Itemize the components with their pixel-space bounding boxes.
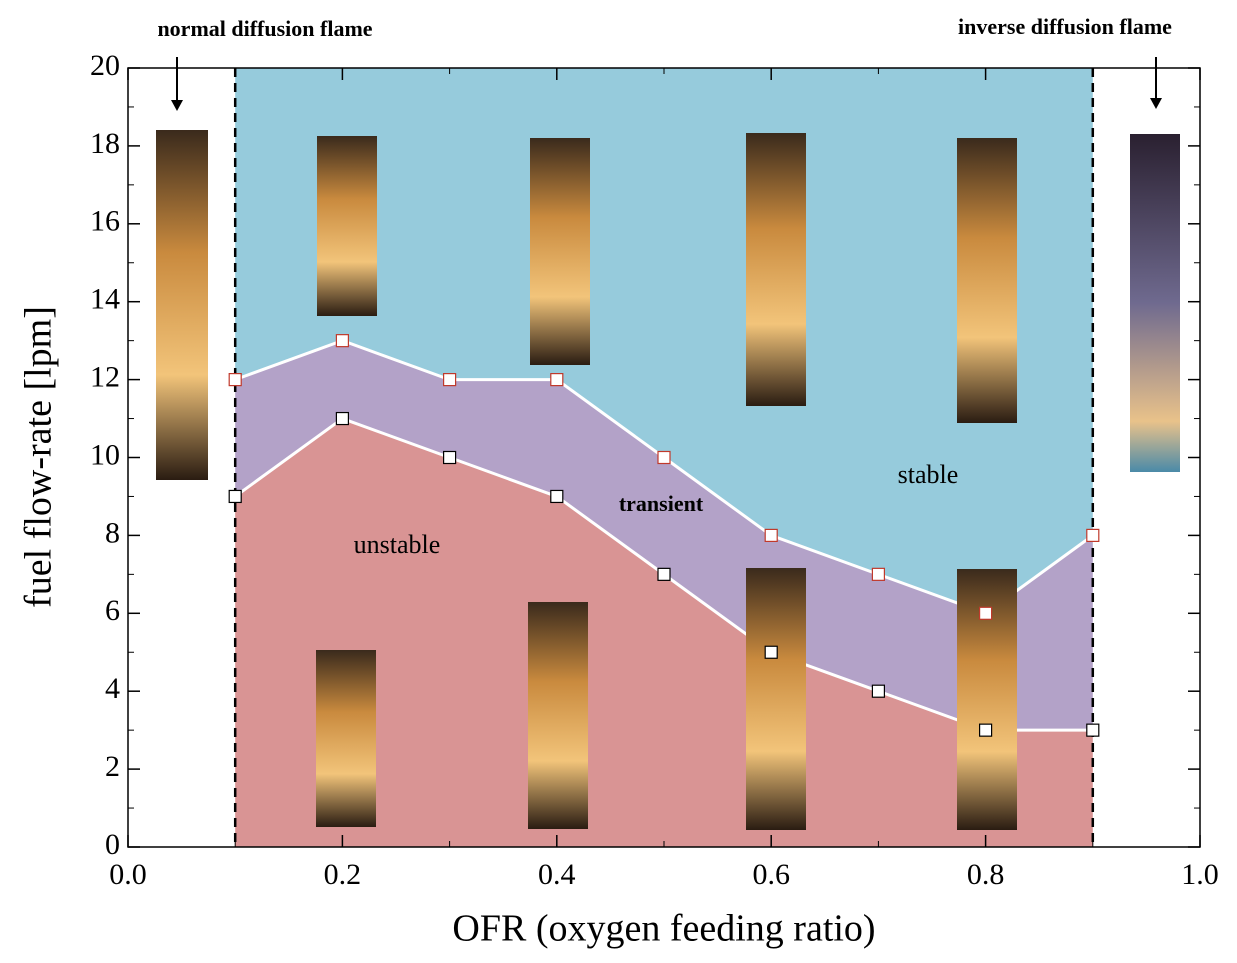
arrow-head: [171, 100, 183, 111]
y-tick-label: 8: [105, 516, 120, 549]
region-label: transient: [619, 491, 704, 516]
marker: [764, 528, 778, 543]
marker: [657, 567, 671, 581]
y-axis-label: fuel flow-rate [lpm]: [18, 306, 60, 608]
arrow-head: [1150, 98, 1162, 109]
photo: [957, 138, 1017, 423]
marker: [550, 373, 564, 387]
photo: [530, 138, 590, 365]
y-tick-label: 10: [90, 438, 120, 471]
region-fill: [235, 418, 1093, 847]
y-tick-label: 0: [105, 828, 120, 861]
axes: 0.0 0.2 0.4 0.6 0.8 1.0 0 2 4 6 8 10 12 14 16 18 20: [90, 49, 1219, 891]
x-tick-label: 0.6: [752, 858, 790, 891]
marker: [228, 373, 242, 387]
x-tick-label: 0.4: [538, 858, 576, 891]
x-tick-label: 0.8: [967, 858, 1005, 891]
photo: [746, 568, 806, 830]
photo: [528, 602, 588, 829]
marker: [550, 489, 564, 504]
marker: [335, 411, 349, 426]
marker: [978, 723, 993, 737]
y-tick-label: 20: [90, 49, 120, 82]
marker: [228, 489, 242, 504]
marker: [1086, 528, 1100, 543]
marker: [764, 645, 778, 659]
flame-photos: [156, 130, 1180, 830]
marker: [1086, 723, 1100, 737]
annotation: normal diffusion flame: [157, 16, 372, 41]
y-tick-label: 16: [90, 205, 120, 238]
marker: [871, 684, 886, 698]
region-label: stable: [898, 460, 959, 489]
annotation: inverse diffusion flame: [958, 14, 1172, 39]
marker: [871, 567, 886, 581]
y-tick-label: 2: [105, 750, 120, 783]
annotations: normal diffusion flame inverse diffusion…: [157, 14, 1172, 559]
photo: [746, 133, 806, 406]
x-tick-label: 0.2: [324, 858, 362, 891]
region-fill: [235, 68, 1093, 614]
region-label: unstable: [354, 530, 441, 559]
y-tick-label: 6: [105, 594, 120, 627]
x-tick-label: 0.0: [109, 858, 147, 891]
y-tick-label: 18: [90, 127, 120, 160]
marker: [443, 450, 457, 465]
photo: [156, 130, 208, 480]
marker: [335, 334, 349, 348]
marks: [228, 334, 1100, 737]
y-tick-label: 4: [105, 672, 120, 705]
photo: [1130, 134, 1180, 472]
y-tick-label: 12: [90, 360, 120, 393]
region-fill: [235, 340, 1093, 731]
x-axis-label: OFR (oxygen feeding ratio): [452, 908, 875, 950]
photo: [317, 136, 377, 316]
x-tick-label: 1.0: [1181, 858, 1219, 891]
photo: [316, 650, 376, 827]
marker: [978, 606, 993, 620]
y-tick-label: 14: [90, 283, 120, 316]
marker: [443, 373, 457, 387]
marker: [657, 450, 671, 465]
